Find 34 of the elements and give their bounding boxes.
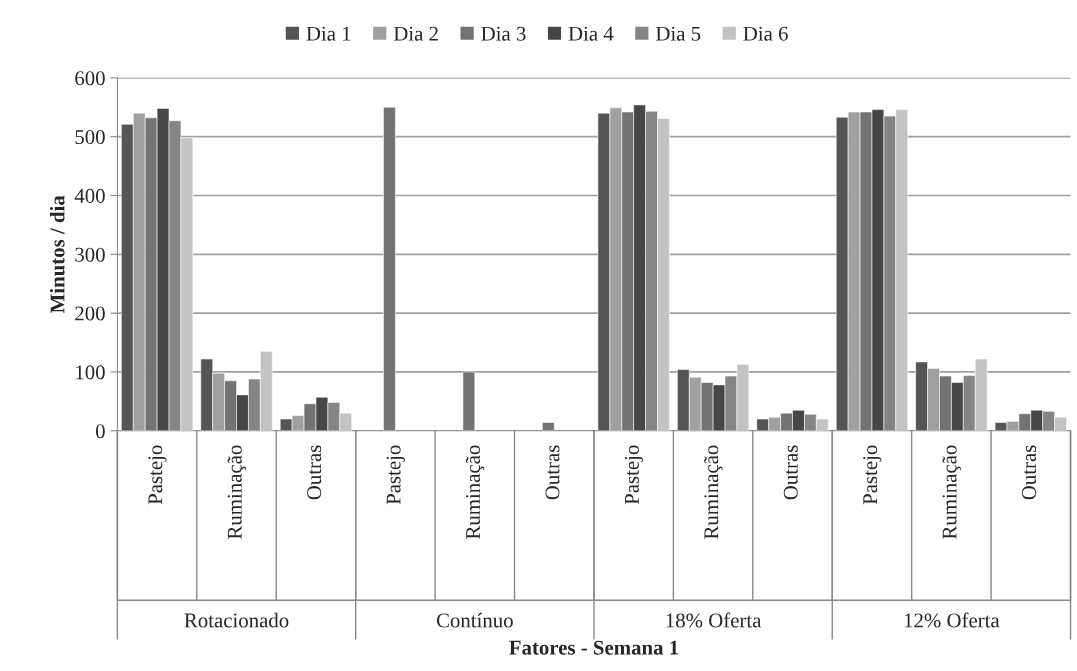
x-axis-title: Fatores - Semana 1 xyxy=(509,640,679,655)
text: 18% Oferta xyxy=(666,612,762,628)
y-tick-label: 0 xyxy=(95,424,105,439)
text: Contínuo xyxy=(436,612,513,628)
bar xyxy=(383,106,396,431)
bar xyxy=(462,371,476,431)
x-tick-label: Ruminação xyxy=(227,445,246,539)
legend-label: Dia 5 xyxy=(656,26,701,41)
y-tick-label: 600 xyxy=(75,71,105,86)
legend-label: Dia 1 xyxy=(306,26,351,41)
y-axis-title: Minutos / dia xyxy=(49,195,65,313)
text: 12% Oferta xyxy=(904,612,1000,628)
y-tick-label: 100 xyxy=(76,365,105,380)
legend-label: Dia 3 xyxy=(481,26,526,41)
x-tick-label: Ruminação xyxy=(942,445,961,539)
x-tick-label: Ruminação xyxy=(704,445,723,539)
x-tick-label: Pastejo xyxy=(386,445,405,505)
legend-label: Dia 4 xyxy=(568,26,614,41)
legend-label: Dia 6 xyxy=(743,26,788,41)
x-tick-label: Ruminação xyxy=(465,445,485,539)
y-tick-label: 200 xyxy=(75,306,105,321)
x-tick-label: Outras xyxy=(545,445,560,500)
y-tick-label: 500 xyxy=(75,130,105,145)
x-tick-label: Pastejo xyxy=(863,445,882,505)
bar xyxy=(542,422,555,431)
x-tick-label: Outras xyxy=(307,445,322,500)
x-tick-label: Pastejo xyxy=(148,445,167,505)
x-tick-label: Outras xyxy=(783,445,798,500)
y-tick-label: 300 xyxy=(75,247,105,262)
text: Rotacionado xyxy=(184,612,289,628)
x-tick-label: Outras xyxy=(1022,445,1037,500)
x-tick-label: Pastejo xyxy=(624,445,644,505)
y-tick-label: 400 xyxy=(74,188,105,203)
legend-label: Dia 2 xyxy=(393,26,438,41)
